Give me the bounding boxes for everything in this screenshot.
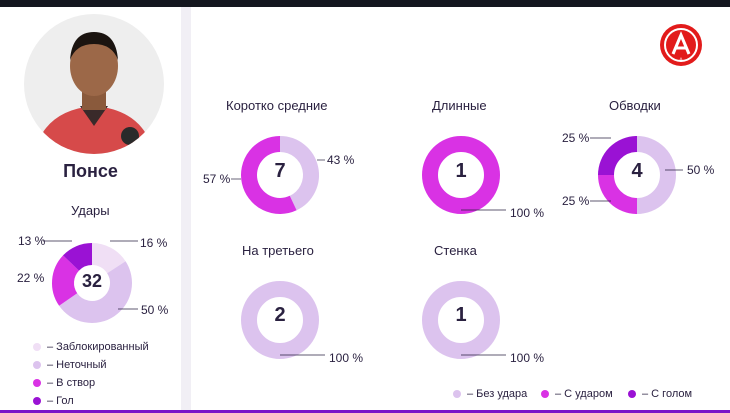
wall-donut-slice-0 bbox=[422, 281, 500, 359]
legend-dot-icon bbox=[628, 390, 636, 398]
short-medium-total: 7 bbox=[274, 160, 286, 182]
legend-label: – С голом bbox=[642, 388, 693, 400]
short-medium-donut-slice-1 bbox=[241, 136, 297, 214]
legend-dot-icon bbox=[33, 397, 41, 405]
short-medium-donut-slice-0 bbox=[279, 136, 319, 211]
legend-with-shot: – С ударом bbox=[541, 388, 613, 400]
pass-donuts bbox=[241, 136, 676, 359]
short-medium-donut-hole bbox=[258, 153, 302, 197]
shots-title: Удары bbox=[71, 203, 110, 218]
shots-donut bbox=[52, 243, 132, 323]
wall-donut-hole bbox=[439, 298, 483, 342]
legend-dot-icon bbox=[33, 379, 41, 387]
third-total: 2 bbox=[274, 304, 286, 326]
shots-donut-slice-1 bbox=[59, 261, 132, 323]
third-title: На третьего bbox=[242, 243, 314, 258]
player-portrait-icon bbox=[34, 32, 154, 154]
dribbles-donut-slice-2 bbox=[598, 136, 638, 176]
dribbles-title: Обводки bbox=[609, 98, 661, 113]
legend-dot-icon bbox=[453, 390, 461, 398]
player-photo bbox=[24, 14, 164, 154]
short-medium-label-no-shot: 43 % bbox=[327, 153, 355, 167]
infographic: Понсе Удары 32 13 % 22 % 16 % 50 % – Заб… bbox=[0, 7, 730, 413]
passes-panel: А Коротко средние Длинные Обводки На тре… bbox=[191, 7, 730, 411]
logo-letter: А bbox=[680, 56, 683, 61]
pass-leader-lines bbox=[231, 137, 683, 356]
legend-dot-icon bbox=[33, 361, 41, 369]
long-title: Длинные bbox=[432, 98, 487, 113]
dribbles-donut-slice-1 bbox=[598, 174, 638, 214]
shots-legend-goal: – Гол bbox=[33, 395, 74, 407]
shots-label-goal: 13 % bbox=[18, 234, 46, 248]
wall-total: 1 bbox=[455, 304, 467, 326]
short-medium-label-with-shot: 57 % bbox=[203, 172, 231, 186]
player-panel: Понсе Удары 32 13 % 22 % 16 % 50 % – Заб… bbox=[0, 7, 181, 411]
club-logo-icon: А bbox=[660, 24, 702, 66]
shots-leader-lines bbox=[43, 240, 138, 310]
long-donut-hole bbox=[439, 153, 483, 197]
third-donut-hole bbox=[258, 298, 302, 342]
short-medium-title: Коротко средние bbox=[226, 98, 328, 113]
long-total: 1 bbox=[455, 160, 467, 182]
legend-label: – С ударом bbox=[555, 388, 613, 400]
legend-label: – Неточный bbox=[47, 359, 107, 371]
shots-legend-blocked: – Заблокированный bbox=[33, 341, 149, 353]
wall-title: Стенка bbox=[434, 243, 477, 258]
legend-dot-icon bbox=[541, 390, 549, 398]
dribbles-label-no-shot: 50 % bbox=[687, 163, 715, 177]
shots-label-blocked: 16 % bbox=[140, 236, 168, 250]
legend-label: – В створ bbox=[47, 377, 96, 389]
shots-total: 32 bbox=[81, 271, 103, 291]
third-donut-slice-0 bbox=[241, 281, 319, 359]
shots-donut-hole bbox=[75, 266, 109, 300]
dribbles-donut-hole bbox=[615, 153, 659, 197]
dribbles-donut-slice-0 bbox=[636, 136, 676, 214]
legend-with-goal: – С голом bbox=[628, 388, 692, 400]
long-label-with-shot: 100 % bbox=[510, 206, 545, 220]
shots-label-inaccurate: 50 % bbox=[141, 303, 169, 317]
legend-dot-icon bbox=[33, 343, 41, 351]
shots-donut-slice-2 bbox=[52, 255, 80, 306]
legend-label: – Гол bbox=[47, 395, 74, 407]
shots-legend-on-target: – В створ bbox=[33, 377, 95, 389]
shots-donut-slice-0 bbox=[91, 243, 126, 274]
dribbles-label-with-shot: 25 % bbox=[562, 194, 590, 208]
legend-label: – Без удара bbox=[467, 388, 528, 400]
wall-label-no-shot: 100 % bbox=[510, 351, 545, 365]
shots-donut-slice-3 bbox=[63, 243, 93, 272]
legend-no-shot: – Без удара bbox=[453, 388, 527, 400]
long-donut-slice-0 bbox=[422, 136, 500, 214]
dribbles-label-with-goal: 25 % bbox=[562, 131, 590, 145]
shots-label-on-target: 22 % bbox=[17, 271, 45, 285]
shots-legend-inaccurate: – Неточный bbox=[33, 359, 107, 371]
player-name: Понсе bbox=[63, 161, 118, 181]
legend-label: – Заблокированный bbox=[47, 341, 149, 353]
third-label-no-shot: 100 % bbox=[329, 351, 364, 365]
dribbles-total: 4 bbox=[631, 160, 643, 182]
